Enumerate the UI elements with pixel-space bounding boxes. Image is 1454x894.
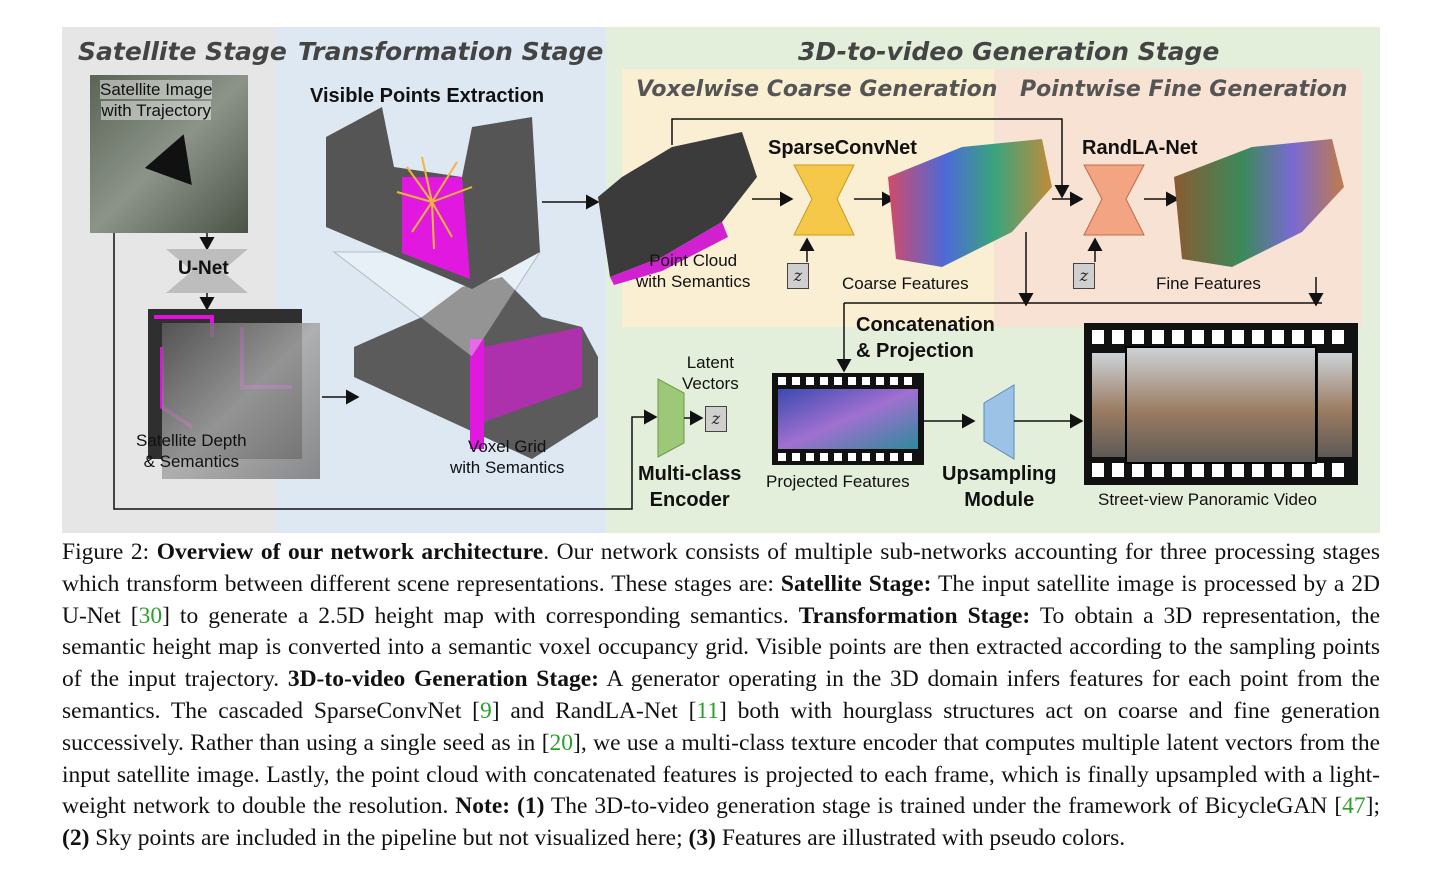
citation-11[interactable]: 11 <box>696 697 720 724</box>
voxel-grid-label: Voxel Grid with Semantics <box>450 437 565 477</box>
encoder-label: Multi-class Encoder <box>638 463 742 511</box>
caption-text-1: . Our network consists of multiple sub-n… <box>62 539 1380 597</box>
caption-satellite-stage: Satellite Stage: <box>780 570 932 597</box>
coarse-generation-title: Voxelwise Coarse Generation <box>636 77 998 102</box>
sparseconvnet-block <box>793 164 855 236</box>
caption-text-9: The 3D-to-video generation stage is trai… <box>544 793 1343 820</box>
figure-caption: Figure 2: Overview of our network archit… <box>62 537 1380 855</box>
upsampling-block <box>983 384 1015 460</box>
coarse-features <box>888 139 1052 267</box>
randlanet-block <box>1083 164 1145 236</box>
caption-text-11: Sky points are included in the pipeline … <box>89 825 689 852</box>
caption-text-5: A generator operating in the 3D domain i… <box>62 666 1380 724</box>
fine-generation-title: Pointwise Fine Generation <box>1020 77 1348 102</box>
unet-label: U-Net <box>178 258 229 279</box>
randlanet-label: RandLA-Net <box>1082 137 1198 159</box>
caption-note-2: (2) <box>62 825 90 852</box>
caption-text-10: ]; <box>1365 793 1381 820</box>
satellite-image-label-text: Satellite Image with Trajectory <box>100 80 213 120</box>
caption-text-6: ] and RandLA-Net [ <box>491 697 697 724</box>
caption-figure-label: Figure 2: <box>62 539 150 565</box>
diagram-graphics <box>90 75 1358 510</box>
caption-title: Overview of our network architecture <box>156 539 544 565</box>
depth-map <box>162 323 320 479</box>
visible-ray-bundle <box>396 156 473 250</box>
caption-text-8: ], we use a multi-class texture encoder … <box>62 729 1380 820</box>
caption-text-3: ] to generate a 2.5D height map with cor… <box>162 602 799 629</box>
satellite-stage-title: Satellite Stage <box>78 37 287 66</box>
citation-47[interactable]: 47 <box>1342 793 1366 820</box>
latent-z-coarse: z <box>787 263 809 289</box>
caption-note-1: (1) <box>510 793 545 820</box>
transformation-stage-panel <box>276 27 606 533</box>
caption-text-4: To obtain a 3D representation, the seman… <box>62 602 1381 693</box>
visible-points-title: Visible Points Extraction <box>310 85 545 107</box>
multiclass-encoder-block <box>657 378 685 458</box>
latent-z-encoder: z <box>705 406 727 432</box>
caption-text-12: Features are illustrated with pseudo col… <box>715 825 1126 852</box>
transformation-stage-title: Transformation Stage <box>298 37 604 66</box>
latent-z-fine: z <box>1073 263 1095 289</box>
fine-features <box>1174 139 1344 267</box>
citation-30[interactable]: 30 <box>138 602 163 629</box>
point-cloud <box>598 132 757 277</box>
citation-9[interactable]: 9 <box>479 697 492 724</box>
citation-20[interactable]: 20 <box>549 729 574 756</box>
caption-note: Note: <box>455 793 511 820</box>
generation-stage-title: 3D-to-video Generation Stage <box>798 37 1220 66</box>
latent-vectors-label: Latent Vectors <box>682 353 739 393</box>
caption-text-7: ] both with hourglass structures act on … <box>62 697 1380 756</box>
trajectory-arrow <box>144 134 192 186</box>
point-cloud-label: Point Cloud with Semantics <box>636 251 751 291</box>
video-label: Street-view Panoramic Video <box>1098 490 1317 509</box>
caption-text-2: The input satellite image is processed b… <box>62 570 1380 629</box>
coarse-features-label: Coarse Features <box>842 274 969 293</box>
caption-transformation-stage: Transformation Stage: <box>798 602 1031 629</box>
concat-projection-label: Concatenation & Projection <box>856 314 995 362</box>
sparseconvnet-label: SparseConvNet <box>768 137 917 159</box>
fine-features-label: Fine Features <box>1156 274 1261 293</box>
satellite-image-label: Satellite Image with Trajectory <box>100 79 213 121</box>
architecture-figure: Satellite Stage Transformation Stage 3D-… <box>62 27 1380 533</box>
caption-generation-stage: 3D-to-video Generation Stage: <box>287 666 599 693</box>
upsampling-label: Upsampling Module <box>942 463 1057 511</box>
caption-note-3: (3) <box>688 825 716 852</box>
satellite-depth-label: Satellite Depth & Semantics <box>136 431 247 471</box>
unet-block <box>166 249 248 293</box>
projected-features-label: Projected Features <box>766 472 910 491</box>
